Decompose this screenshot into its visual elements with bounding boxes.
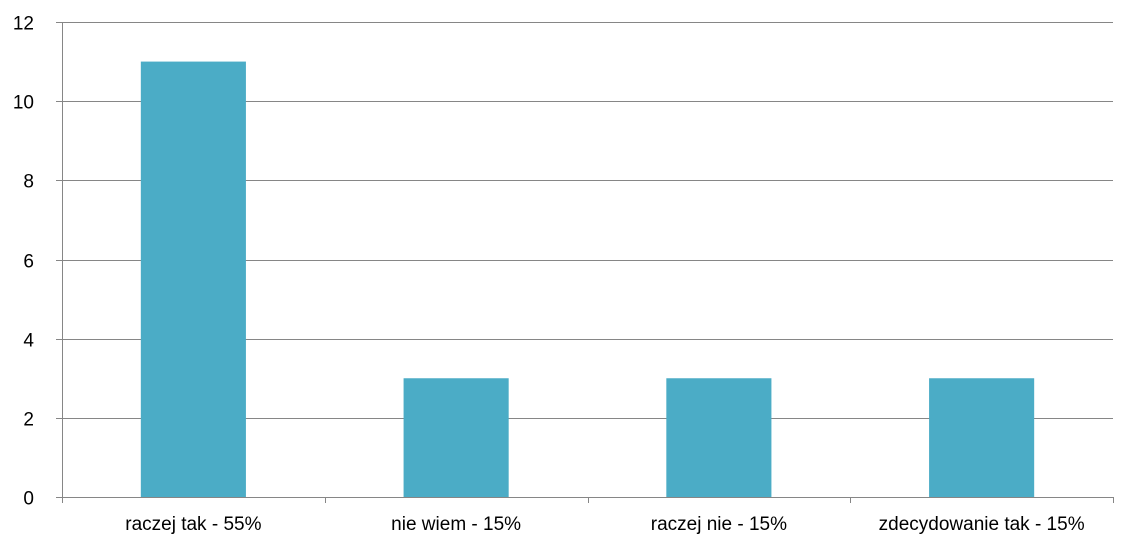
bars [140,61,1035,497]
y-tick-label: 0 [23,489,34,510]
x-category-label: zdecydowanie tak - 15% [879,514,1085,535]
axes [56,22,1114,503]
y-tick-label: 2 [23,410,34,431]
x-category-label: nie wiem - 15% [391,514,521,535]
y-tick-label: 10 [13,93,34,114]
bar-2 [403,378,509,497]
y-tick-label: 8 [23,172,34,193]
x-category-label: raczej nie - 15% [651,514,787,535]
y-tick-label: 6 [23,252,34,273]
bar-4 [929,378,1035,497]
bar-1 [140,61,246,497]
y-tick-label: 4 [23,331,34,352]
y-tick-labels: 0 2 4 6 8 10 12 [13,14,35,510]
x-category-label: raczej tak - 55% [125,514,261,535]
x-category-labels: raczej tak - 55% nie wiem - 15% raczej nie… [125,514,1084,535]
bar-3 [666,378,772,497]
y-tick-label: 12 [13,14,34,35]
